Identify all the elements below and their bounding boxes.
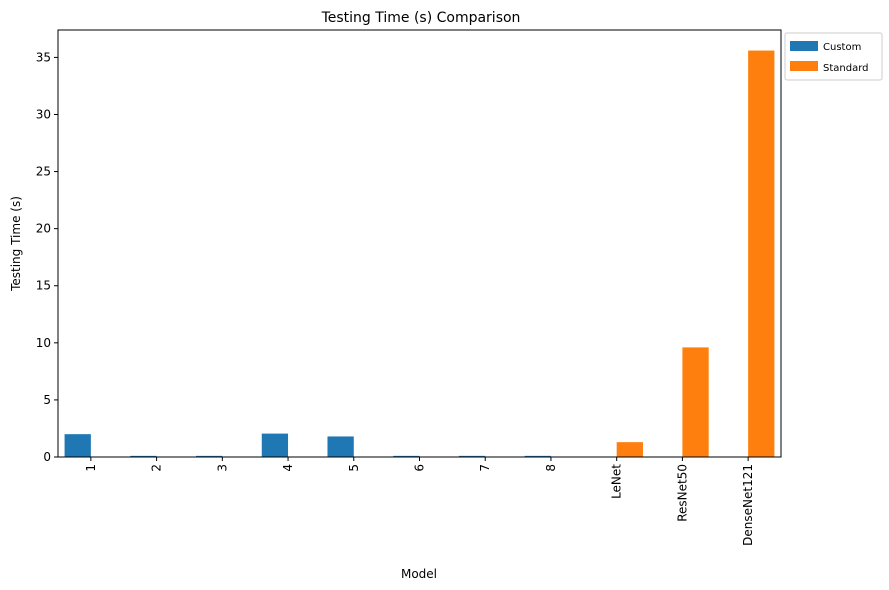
y-tick-label: 30 [36,107,51,121]
x-tick-label: 7 [478,464,492,472]
y-tick-label: 15 [36,279,51,293]
y-tick-label: 5 [43,393,51,407]
y-tick-label: 25 [36,165,51,179]
x-tick-label: DenseNet121 [741,464,755,546]
bar-custom [261,433,289,457]
x-tick-label: 2 [150,464,164,472]
x-tick-label: 1 [84,464,98,472]
x-axis-label: Model [401,567,437,581]
bar-standard [682,347,709,457]
plot-area: 0 5 10 15 20 25 30 35 1 2 3 4 5 6 7 8 LeNet ResNet50 Dense… [36,50,775,546]
legend-label-standard: Standard [823,63,869,74]
y-tick-label: 10 [36,336,51,350]
legend-swatch-custom [790,41,818,51]
x-tick-label: 8 [544,464,558,472]
bar-custom [458,455,486,457]
x-tick-label: 3 [215,464,229,472]
x-tick-label: 4 [281,464,295,472]
bar-custom [327,436,354,457]
bar-custom [524,455,551,457]
y-tick-label: 20 [36,222,51,236]
bar-custom [196,455,223,457]
plot-frame [57,29,782,458]
x-tick-label: ResNet50 [675,464,689,522]
bar-standard [748,50,775,457]
chart-title: Testing Time (s) Comparison [321,10,521,26]
bar-standard [616,442,643,457]
legend: Custom Standard [784,32,883,81]
bar-custom [130,455,157,457]
legend-label-custom: Custom [823,42,861,53]
bar-custom [64,434,91,457]
y-tick-label: 35 [36,50,51,64]
x-tick-label: LeNet [610,464,624,499]
y-axis-label: Testing Time (s) [9,196,23,292]
y-tick-label: 0 [43,450,51,464]
x-tick-label: 5 [347,464,361,472]
x-tick-label: 6 [413,464,427,472]
legend-swatch-standard [790,61,818,71]
bar-custom [393,455,420,457]
